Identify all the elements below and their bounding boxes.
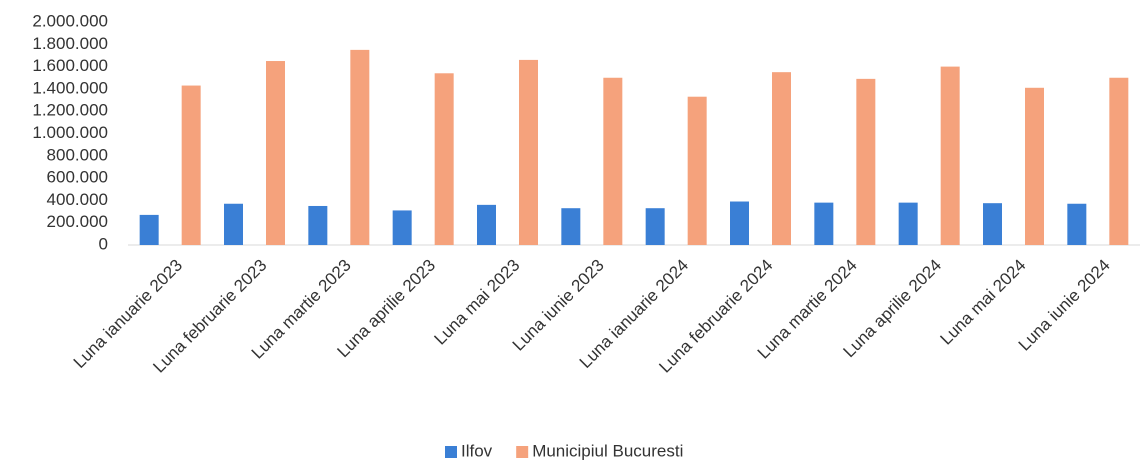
y-tick-label: 1.200.000 (32, 101, 108, 120)
legend-swatch (445, 446, 457, 458)
bar (434, 73, 454, 245)
bar (814, 202, 834, 245)
bar (477, 204, 496, 245)
legend-label: Municipiul Bucuresti (532, 441, 683, 460)
bar (687, 96, 707, 245)
y-tick-label: 1.000.000 (32, 123, 108, 142)
bar (181, 85, 201, 246)
y-tick-label: 2.000.000 (32, 11, 108, 30)
bar (603, 77, 623, 245)
bar (308, 205, 328, 245)
y-tick-label: 1.400.000 (32, 78, 108, 97)
x-tick-label: Luna mai 2024 (937, 256, 1030, 349)
bar (730, 201, 749, 245)
bar (645, 208, 665, 245)
bar (1109, 77, 1129, 245)
bar (350, 49, 370, 245)
bar (772, 72, 791, 245)
y-tick-label: 200.000 (47, 212, 108, 231)
bar (856, 78, 876, 246)
x-tick-label: Luna iunie 2023 (509, 256, 608, 355)
y-tick-label: 600.000 (47, 168, 108, 187)
bar (1025, 87, 1044, 245)
bar (519, 59, 538, 245)
y-tick-label: 400.000 (47, 190, 108, 209)
y-tick-label: 1.600.000 (32, 56, 108, 75)
y-tick-label: 1.800.000 (32, 34, 108, 53)
bar (224, 203, 243, 245)
x-tick-label: Luna mai 2023 (431, 256, 524, 349)
bar (139, 214, 159, 245)
bar (266, 61, 285, 246)
y-tick-label: 0 (99, 234, 108, 253)
bar (898, 202, 918, 245)
legend-label: Ilfov (461, 441, 493, 460)
y-tick-label: 800.000 (47, 145, 108, 164)
bar (940, 66, 960, 245)
bar (983, 203, 1002, 245)
legend-swatch (516, 446, 529, 458)
x-tick-label: Luna iunie 2024 (1015, 256, 1114, 355)
bar (561, 208, 581, 245)
bar (1067, 203, 1087, 245)
bar (392, 210, 412, 245)
